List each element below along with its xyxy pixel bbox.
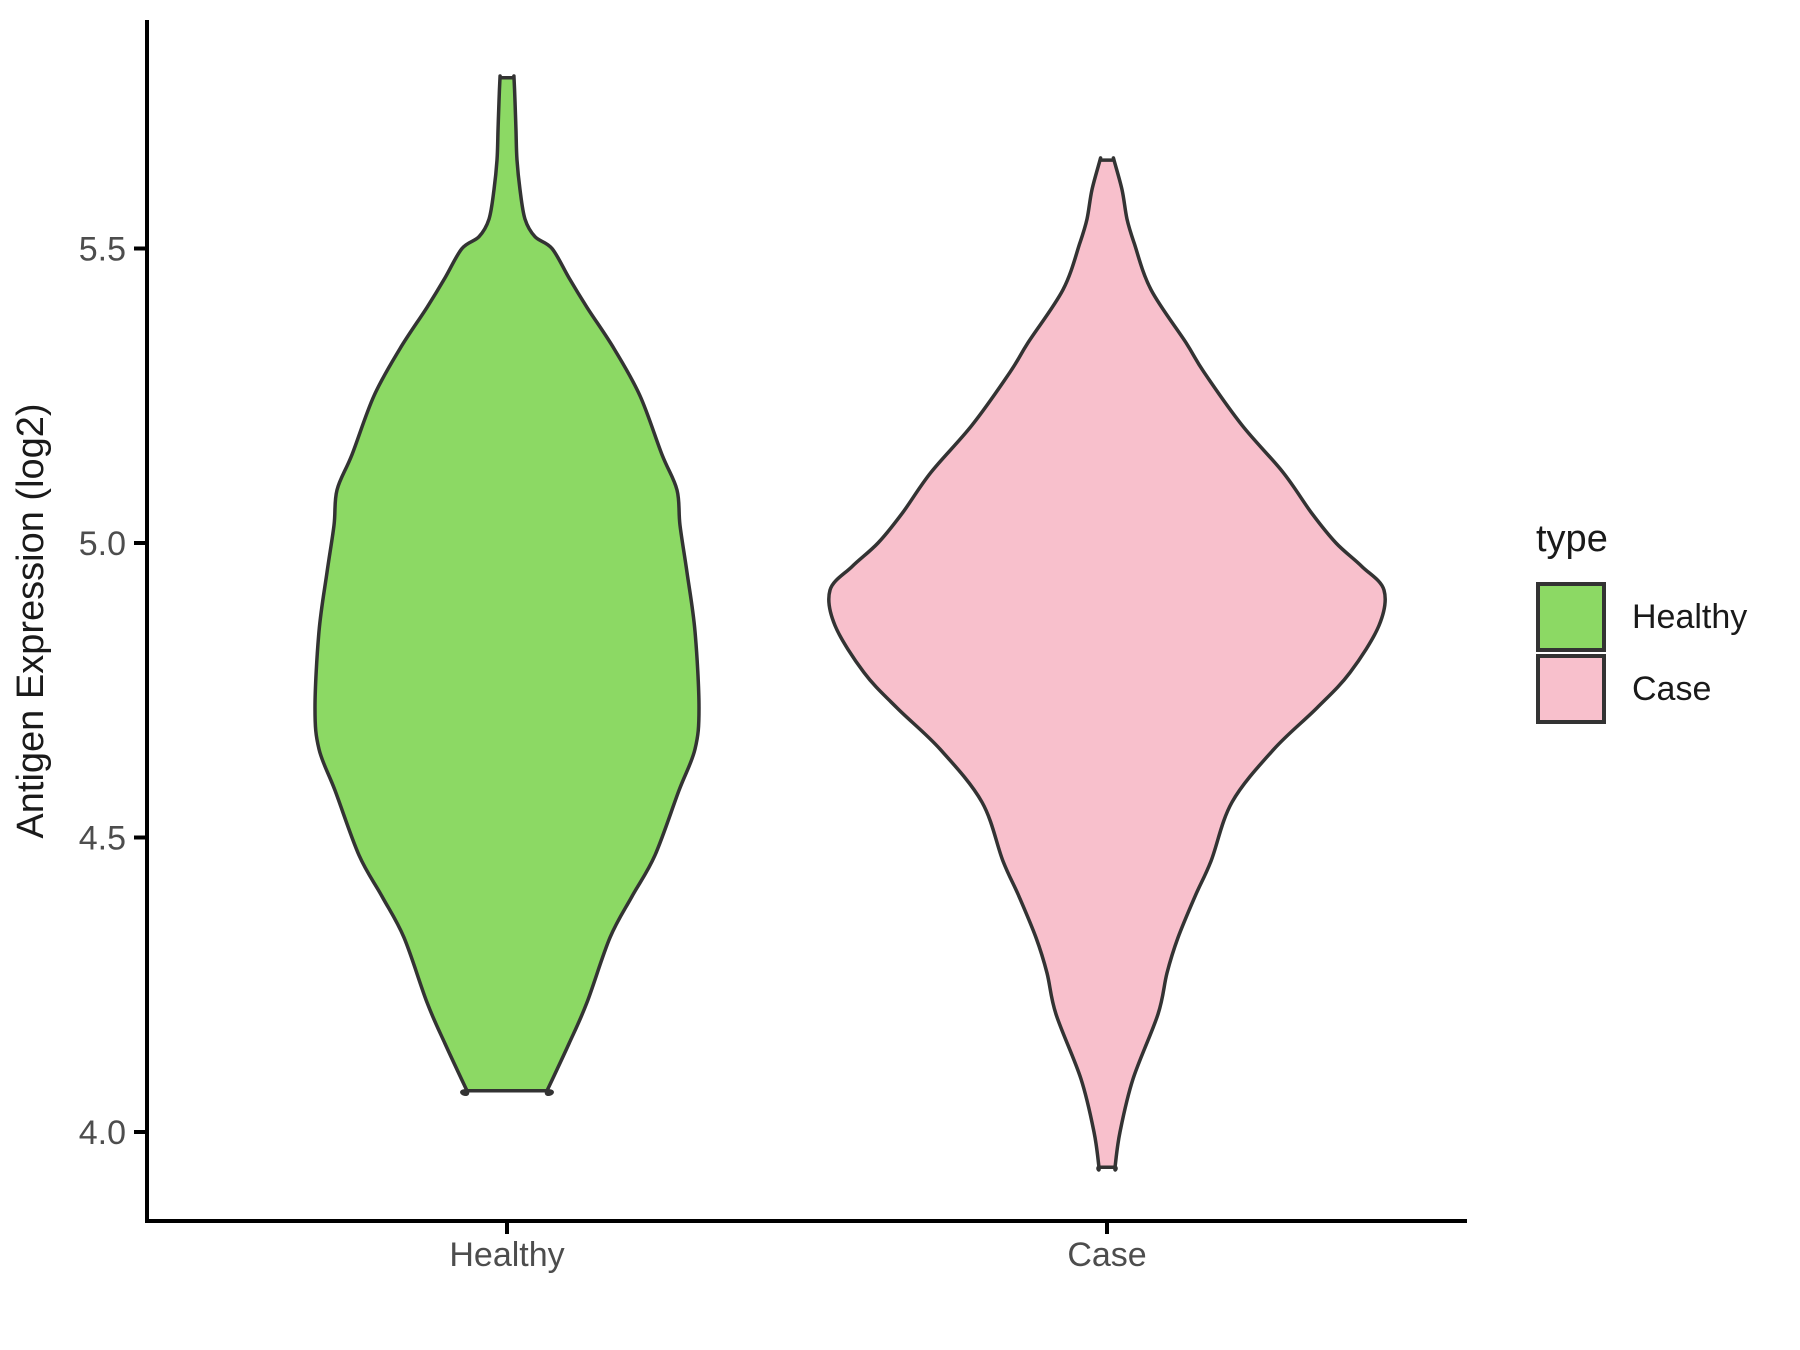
legend-label-healthy: Healthy <box>1632 597 1748 636</box>
legend-item-case: Case <box>1536 654 1747 724</box>
legend-label-case: Case <box>1632 669 1712 708</box>
legend-key-healthy-swatch <box>1536 582 1606 652</box>
x-tick-label-case: Case <box>1067 1236 1146 1274</box>
legend: type Healthy Case <box>1536 516 1747 726</box>
y-tick-label: 5.5 <box>79 231 126 269</box>
x-tick-label-healthy: Healthy <box>449 1236 564 1274</box>
legend-title: type <box>1536 518 1608 560</box>
legend-item-healthy: Healthy <box>1536 582 1747 652</box>
y-tick-label: 4.0 <box>79 1114 126 1152</box>
violin-healthy <box>313 74 701 1096</box>
legend-key-case-swatch <box>1536 654 1606 724</box>
y-tick-label: 4.5 <box>79 820 126 858</box>
y-tick-label: 5.0 <box>79 525 126 563</box>
y-axis-title: Antigen Expression (log2) <box>10 403 52 838</box>
violin-case <box>827 156 1387 1172</box>
